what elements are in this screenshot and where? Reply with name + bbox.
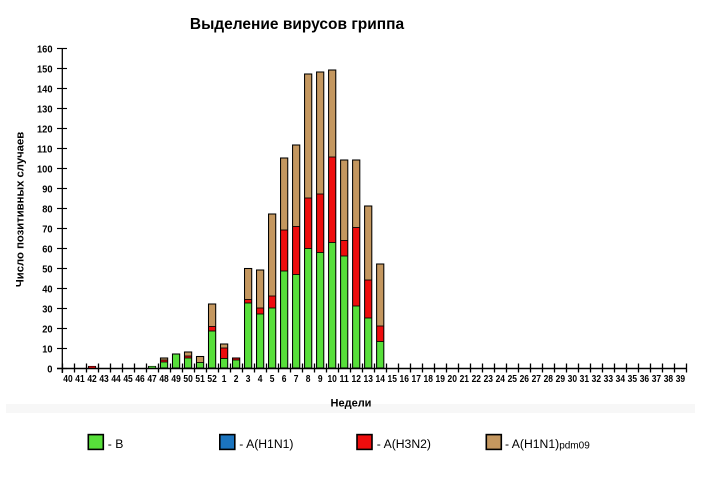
svg-text:20: 20 [42,324,53,335]
svg-text:- B: - B [108,437,124,451]
svg-text:130: 130 [37,104,53,115]
svg-text:7: 7 [294,374,299,385]
svg-text:15: 15 [388,374,398,385]
svg-text:13: 13 [364,374,374,385]
svg-text:30: 30 [42,304,53,315]
svg-text:40: 40 [63,374,73,385]
svg-text:110: 110 [37,144,53,155]
svg-text:50: 50 [42,264,53,275]
svg-text:3: 3 [246,374,251,385]
svg-text:44: 44 [111,374,121,385]
svg-text:23: 23 [484,374,494,385]
svg-text:100: 100 [37,164,53,175]
svg-text:47: 47 [147,374,157,385]
svg-text:27: 27 [532,374,542,385]
svg-text:12: 12 [352,374,362,385]
svg-text:5: 5 [270,374,275,385]
svg-text:48: 48 [159,374,169,385]
svg-text:28: 28 [544,374,554,385]
svg-text:2: 2 [234,374,239,385]
svg-text:40: 40 [42,284,53,295]
svg-text:9: 9 [318,374,323,385]
svg-text:52: 52 [207,374,217,385]
svg-text:140: 140 [37,84,53,95]
svg-text:42: 42 [87,374,97,385]
svg-text:22: 22 [472,374,482,385]
svg-text:24: 24 [496,374,506,385]
svg-text:49: 49 [171,374,181,385]
svg-text:26: 26 [520,374,530,385]
svg-text:19: 19 [436,374,446,385]
svg-text:14: 14 [376,374,386,385]
svg-text:90: 90 [42,184,53,195]
svg-text:37: 37 [652,374,662,385]
svg-text:11: 11 [339,374,349,385]
svg-text:29: 29 [556,374,566,385]
svg-text:0: 0 [47,364,53,375]
svg-text:18: 18 [424,374,434,385]
svg-text:60: 60 [42,244,53,255]
svg-text:41: 41 [75,374,85,385]
svg-text:10: 10 [327,374,337,385]
svg-text:50: 50 [183,374,193,385]
svg-text:150: 150 [37,64,53,75]
svg-text:38: 38 [664,374,674,385]
svg-text:- A(H1N1)pdm09: - A(H1N1)pdm09 [505,437,590,452]
svg-text:Число позитивных случаев: Число позитивных случаев [15,132,27,287]
svg-text:4: 4 [258,374,263,385]
svg-text:32: 32 [592,374,602,385]
svg-text:8: 8 [306,374,311,385]
svg-text:- A(H3N2): - A(H3N2) [377,437,431,451]
svg-text:34: 34 [616,374,626,385]
svg-text:16: 16 [400,374,410,385]
svg-text:25: 25 [508,374,518,385]
svg-text:39: 39 [676,374,686,385]
svg-text:80: 80 [42,204,53,215]
svg-text:43: 43 [99,374,109,385]
svg-text:31: 31 [580,374,590,385]
svg-text:17: 17 [412,374,422,385]
svg-text:- A(H1N1): - A(H1N1) [239,437,293,451]
svg-text:70: 70 [42,224,53,235]
svg-text:45: 45 [123,374,133,385]
svg-text:Недели: Недели [331,398,372,410]
svg-text:21: 21 [460,374,470,385]
svg-text:10: 10 [42,344,53,355]
svg-text:51: 51 [195,374,205,385]
svg-text:160: 160 [37,44,53,55]
svg-text:46: 46 [135,374,145,385]
svg-text:Выделение вирусов гриппа: Выделение вирусов гриппа [190,16,405,33]
svg-text:33: 33 [604,374,614,385]
svg-text:6: 6 [282,374,287,385]
svg-text:1: 1 [222,374,227,385]
svg-text:120: 120 [37,124,53,135]
svg-text:30: 30 [568,374,578,385]
svg-text:35: 35 [628,374,638,385]
svg-text:36: 36 [640,374,650,385]
svg-text:20: 20 [448,374,458,385]
